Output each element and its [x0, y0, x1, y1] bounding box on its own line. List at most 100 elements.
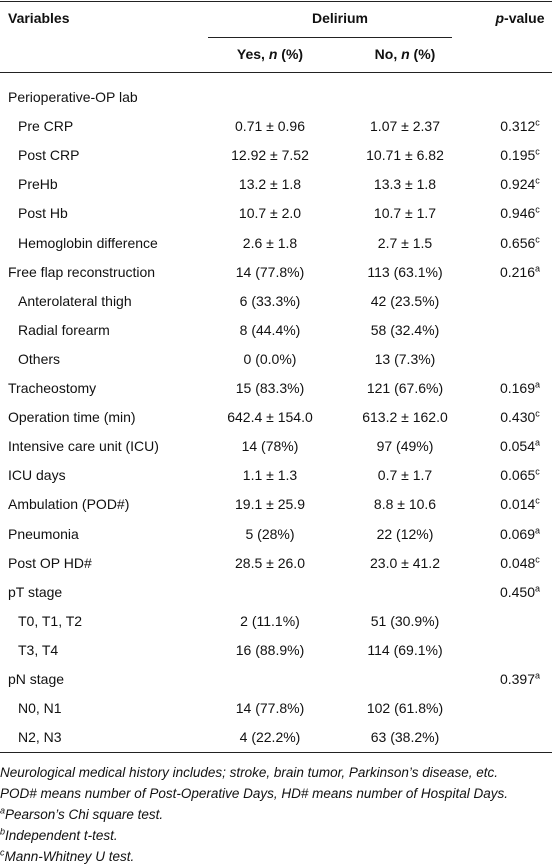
p-footnote-mark: c [535, 466, 540, 477]
cell-yes: 14 (78%) [241, 438, 299, 455]
p-footnote-mark: c [535, 408, 540, 419]
cell-yes: 0 (0.0%) [243, 350, 297, 367]
cell-yes: 2.6 ± 1.8 [242, 234, 298, 251]
row-label: T0, T1, T2 [18, 612, 83, 629]
p-italic: p [495, 10, 505, 26]
p-footnote-mark: a [535, 379, 541, 390]
cell-yes: 13.2 ± 1.8 [238, 176, 302, 193]
p-footnote-mark: c [535, 233, 540, 244]
row-label: N2, N3 [18, 729, 62, 746]
cell-p: 0.430c [500, 408, 540, 426]
row-label: Pre CRP [18, 118, 74, 135]
p-value: 0.656 [500, 234, 536, 251]
cell-no: 22 (12%) [376, 525, 434, 542]
cell-p: 0.069a [500, 525, 540, 543]
row-label: Perioperative-OP lab [8, 89, 138, 105]
row-label: Pneumonia [8, 525, 79, 542]
row-label: Free flap reconstruction [8, 263, 156, 280]
cell-p: 0.065c [500, 466, 540, 484]
row-label: Others [18, 350, 61, 367]
cell-no: 8.8 ± 10.6 [373, 496, 437, 513]
text: Yes, [236, 46, 269, 62]
p-footnote-mark: c [535, 553, 540, 564]
row-label: PreHb [18, 176, 58, 193]
p-value: 0.069 [499, 525, 536, 542]
p-value: 0.014 [500, 496, 536, 513]
row-label: pT stage [8, 583, 63, 600]
cell-no: 102 (61.8%) [366, 700, 444, 717]
cell-no: 0.7 ± 1.7 [377, 467, 433, 484]
row-label: Post Hb [18, 205, 68, 222]
row-label: Post CRP [18, 147, 80, 164]
p-value: 0.450 [499, 583, 536, 600]
p-footnote-mark: c [535, 117, 540, 128]
cell-yes: 15 (83.3%) [235, 380, 305, 396]
cell-yes: 2 (11.1%) [240, 612, 300, 629]
p-value: 0.924 [500, 176, 536, 193]
p-footnote-mark: a [535, 262, 541, 273]
cell-no: 2.7 ± 1.5 [377, 234, 433, 251]
cell-p: 0.014c [500, 495, 540, 513]
row-label: Hemoglobin difference [18, 234, 158, 251]
p-footnote-mark: c [535, 146, 540, 157]
p-value: 0.397 [499, 671, 536, 687]
n-italic: n [268, 46, 278, 62]
n-italic: n [401, 46, 410, 62]
footnote: POD# means number of Post-Operative Days… [0, 785, 508, 803]
p-value: 0.195 [500, 147, 536, 164]
cell-no: 23.0 ± 41.2 [370, 554, 440, 571]
cell-yes: 0.71 ± 0.96 [235, 118, 305, 135]
footnote: Neurological medical history includes; s… [0, 764, 498, 782]
group-rule [208, 37, 452, 38]
row-label: Post OP HD# [8, 554, 92, 571]
p-text: -value [504, 10, 545, 26]
header-yes: Yes, n (%) [237, 45, 303, 63]
cell-no: 1.07 ± 2.37 [370, 118, 440, 135]
cell-p: 0.216a [500, 263, 540, 281]
cell-p: 0.656c [500, 234, 540, 252]
row-label: T3, T4 [18, 641, 59, 658]
header-p-value: p-value [495, 9, 544, 27]
cell-yes: 6 (33.3%) [239, 292, 301, 309]
cell-p: 0.312c [500, 117, 540, 135]
p-value: 0.430 [500, 409, 536, 426]
cell-no: 97 (49%) [376, 438, 434, 455]
row-label: Operation time (min) [8, 409, 136, 426]
row-label: N0, N1 [18, 700, 62, 717]
p-value: 0.065 [500, 467, 536, 484]
p-footnote-mark: a [535, 670, 541, 681]
cell-p: 0.924c [500, 175, 540, 193]
header-no: No, n (%) [375, 45, 436, 63]
footnote-mark: b [0, 826, 6, 837]
footnote-text: Pearson’s Chi square test. [5, 807, 164, 822]
footnote-text: Independent t-test. [5, 828, 118, 843]
footnote-mark: c [0, 847, 5, 858]
cell-yes: 14 (77.8%) [235, 263, 305, 280]
cell-p: 0.397a [500, 670, 540, 688]
p-footnote-mark: c [535, 204, 540, 215]
bottom-rule [0, 752, 552, 753]
p-footnote-mark: c [535, 175, 540, 186]
cell-p: 0.946c [500, 204, 540, 222]
row-label: Ambulation (POD#) [8, 496, 130, 513]
p-value: 0.946 [500, 205, 536, 222]
cell-p: 0.195c [500, 146, 540, 164]
cell-no: 13 (7.3%) [374, 350, 436, 367]
footnote-mark: a [0, 805, 6, 816]
header-group: Delirium [311, 10, 369, 26]
p-value: 0.048 [500, 554, 536, 571]
cell-no: 13.3 ± 1.8 [373, 176, 437, 193]
footnote: bIndependent t-test. [0, 827, 118, 845]
cell-yes: 10.7 ± 2.0 [238, 205, 302, 222]
p-footnote-mark: a [535, 437, 541, 448]
cell-p: 0.450a [500, 583, 540, 601]
text: No, [374, 46, 402, 62]
footnote-text: Neurological medical history includes; s… [0, 765, 498, 780]
cell-p: 0.054a [500, 437, 540, 455]
cell-yes: 1.1 ± 1.3 [242, 467, 298, 484]
header-rule [0, 72, 552, 73]
p-value: 0.216 [499, 263, 536, 280]
footnote: cMann-Whitney U test. [0, 848, 134, 866]
p-value: 0.312 [500, 118, 536, 135]
